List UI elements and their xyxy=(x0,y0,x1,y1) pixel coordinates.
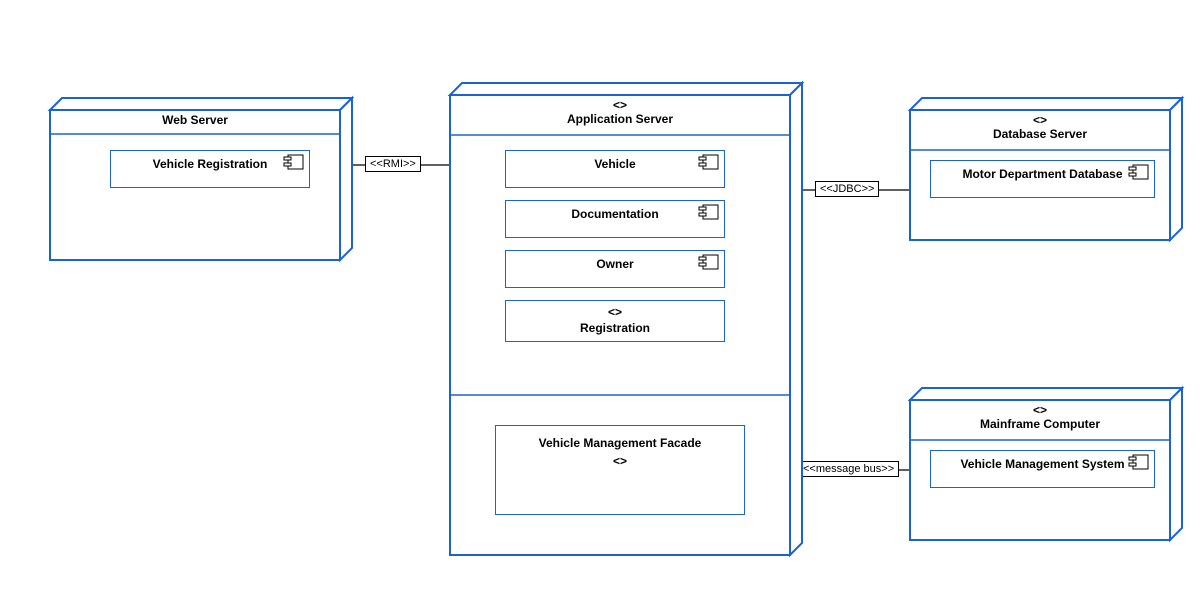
component-vehicle-registration: Vehicle Registration xyxy=(110,150,310,188)
node-title-db-server: <>Database Server xyxy=(910,113,1170,141)
component-icon xyxy=(699,204,719,220)
node-title-app-server: <>Application Server xyxy=(450,98,790,126)
component-icon xyxy=(284,154,304,170)
component-registration: <> Registration xyxy=(505,300,725,342)
node-title-web-server: Web Server xyxy=(50,113,340,127)
component-title-vms: Vehicle Management System xyxy=(931,457,1154,471)
edge-label-app-server-mainframe: <<message bus>> xyxy=(798,461,899,477)
node-stereotype-mainframe: <> xyxy=(910,403,1170,417)
component-icon xyxy=(1129,454,1149,470)
node-title-mainframe: <>Mainframe Computer xyxy=(910,403,1170,431)
component-title-owner: Owner xyxy=(506,257,724,271)
node-stereotype-app-server: <> xyxy=(450,98,790,112)
component-vehicle: Vehicle xyxy=(505,150,725,188)
component-vms: Vehicle Management System xyxy=(930,450,1155,488)
component-title-documentation: Documentation xyxy=(506,207,724,221)
component-motor-db: Motor Department Database xyxy=(930,160,1155,198)
component-title-vehicle-registration: Vehicle Registration xyxy=(111,157,309,171)
component-vm-facade: Vehicle Management Facade <> xyxy=(495,425,745,515)
component-icon xyxy=(699,154,719,170)
node-name-app-server: Application Server xyxy=(450,112,790,126)
component-icon xyxy=(699,254,719,270)
node-stereotype-db-server: <> xyxy=(910,113,1170,127)
component-title-registration: Registration xyxy=(506,321,724,335)
component-subtitle-vm-facade: <> xyxy=(496,454,744,468)
component-documentation: Documentation xyxy=(505,200,725,238)
node-name-db-server: Database Server xyxy=(910,127,1170,141)
component-icon xyxy=(1129,164,1149,180)
deployment-diagram: <<RMI>><<JDBC>><<message bus>>Web Server… xyxy=(0,0,1200,590)
component-title-vm-facade: Vehicle Management Facade xyxy=(496,436,744,450)
component-owner: Owner xyxy=(505,250,725,288)
node-name-web-server: Web Server xyxy=(50,113,340,127)
component-title-vehicle: Vehicle xyxy=(506,157,724,171)
component-title-motor-db: Motor Department Database xyxy=(931,167,1154,181)
component-stereotype-registration: <> xyxy=(506,305,724,319)
node-name-mainframe: Mainframe Computer xyxy=(910,417,1170,431)
